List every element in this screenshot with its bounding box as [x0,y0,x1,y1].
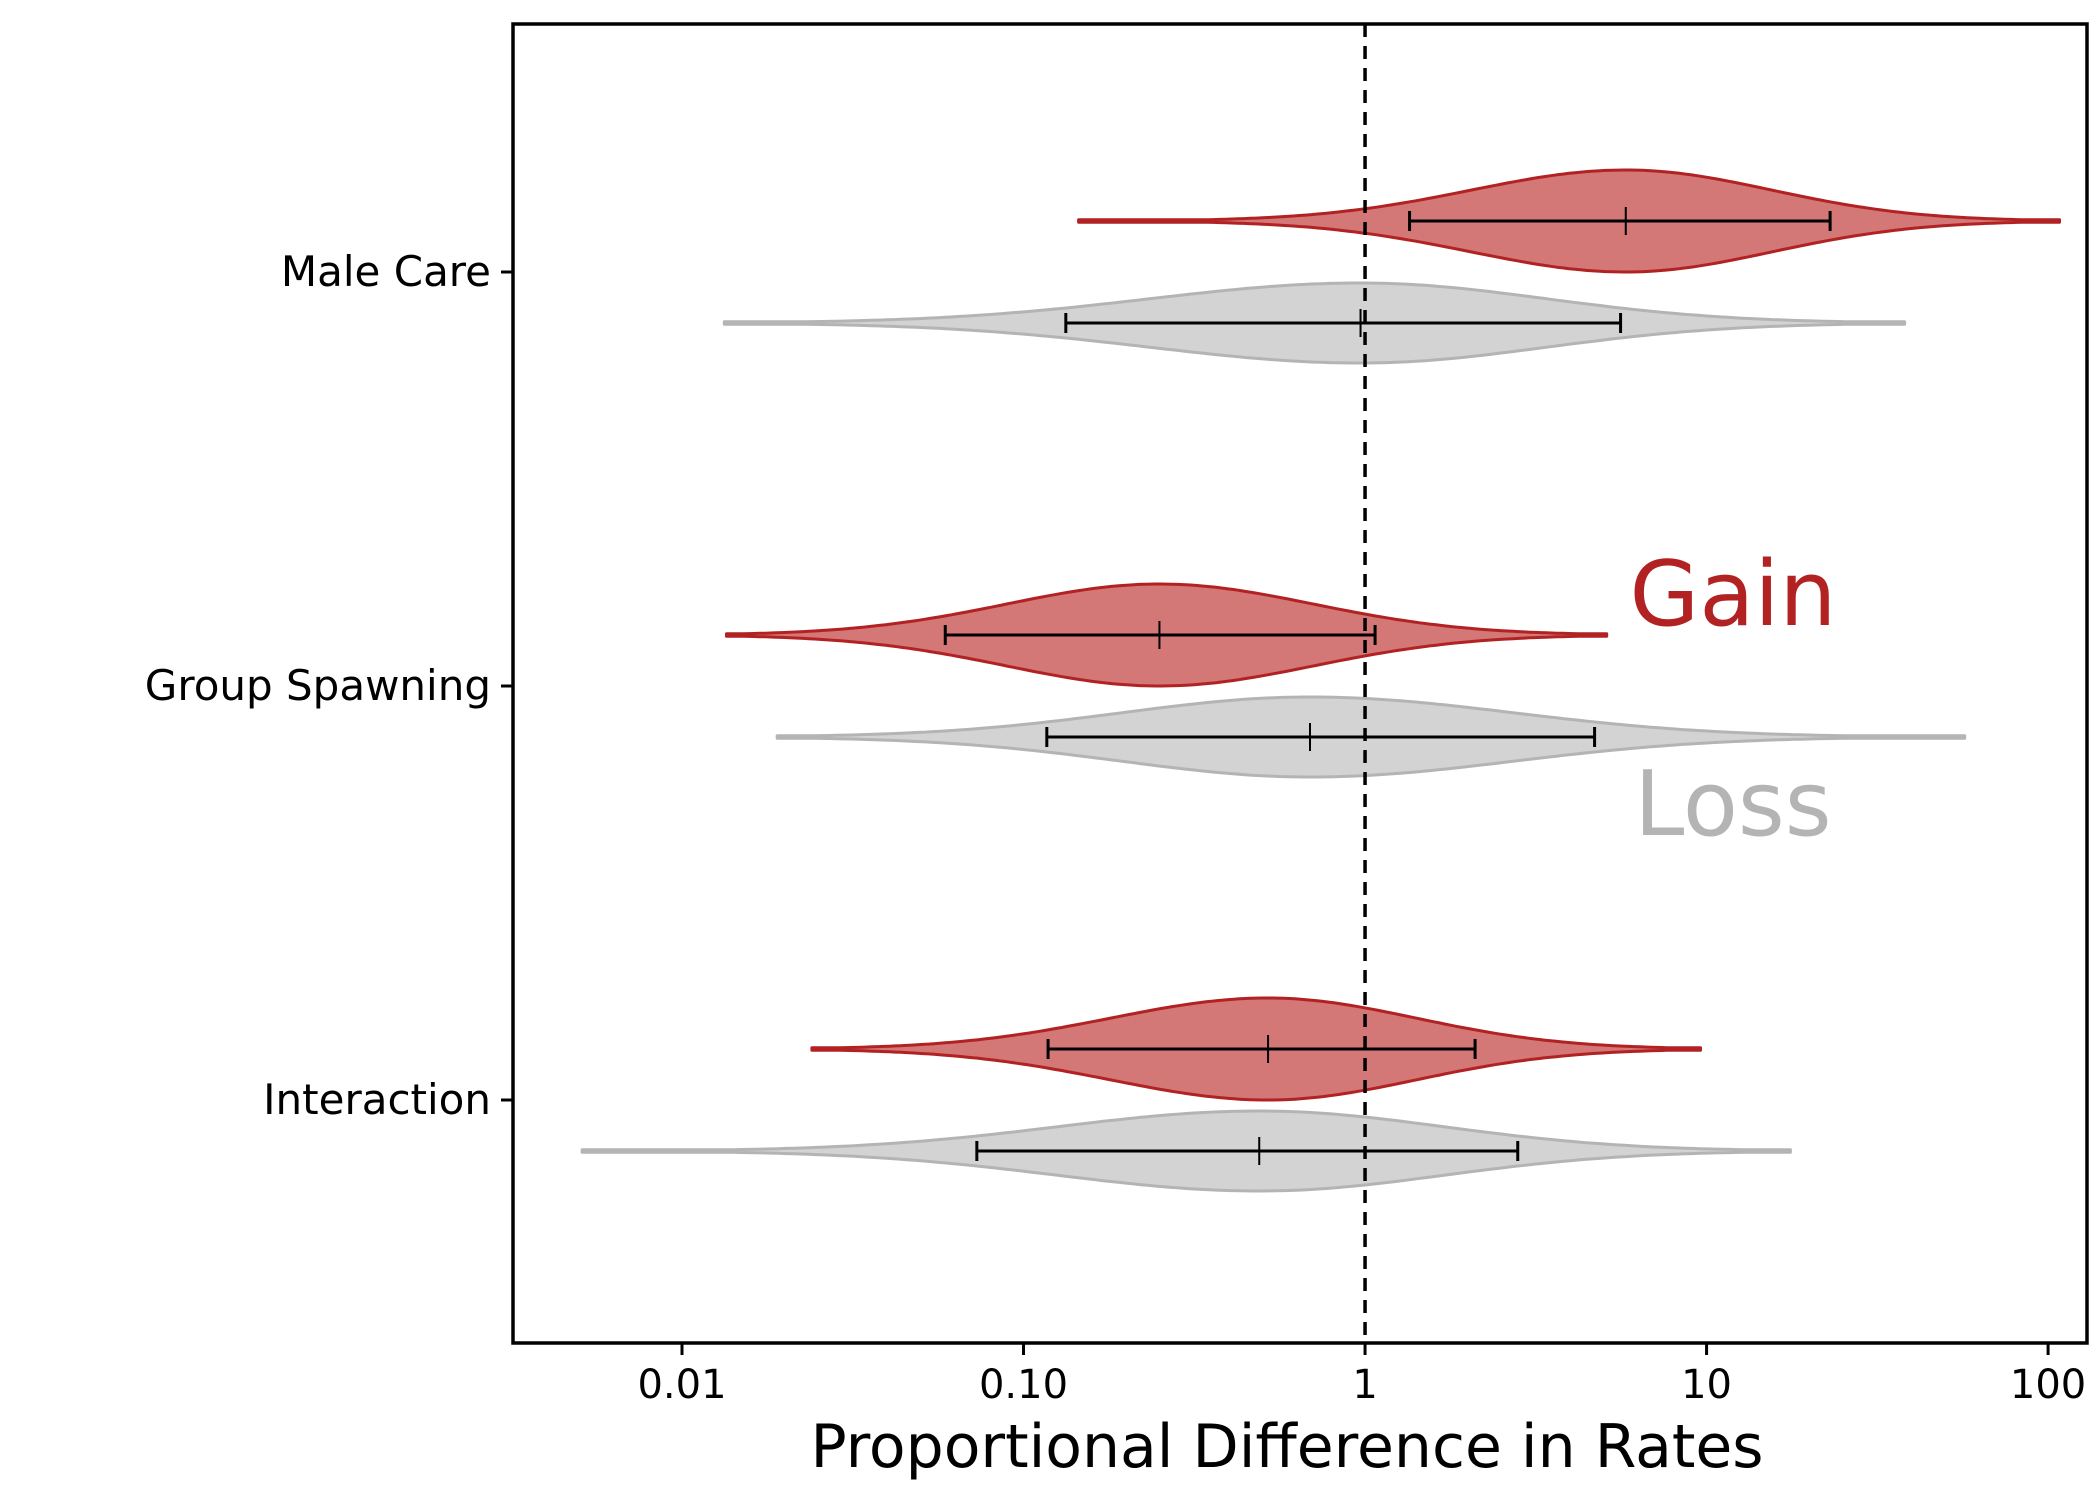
x-tick-label: 0.10 [979,1362,1068,1408]
category-label: Group Spawning [145,661,491,710]
x-tick-label: 100 [2010,1362,2086,1408]
x-tick-label: 0.01 [637,1362,726,1408]
legend-label-gain: Gain [1630,542,1837,647]
x-tick-label: 1 [1352,1362,1377,1408]
plot-frame [511,22,2089,1345]
x-axis-label: Proportional Difference in Rates [810,1412,1763,1482]
axes-layer [501,22,2089,1355]
category-label: Male Care [281,247,491,296]
legend-label-loss: Loss [1634,752,1831,857]
x-tick-label: 10 [1681,1362,1732,1408]
category-label: Interaction [263,1075,491,1124]
violin-layer [580,168,2061,1193]
labels-layer: 0.01 0.10 1 10 100 Male Care Group Spawning Int… [145,247,2086,1482]
